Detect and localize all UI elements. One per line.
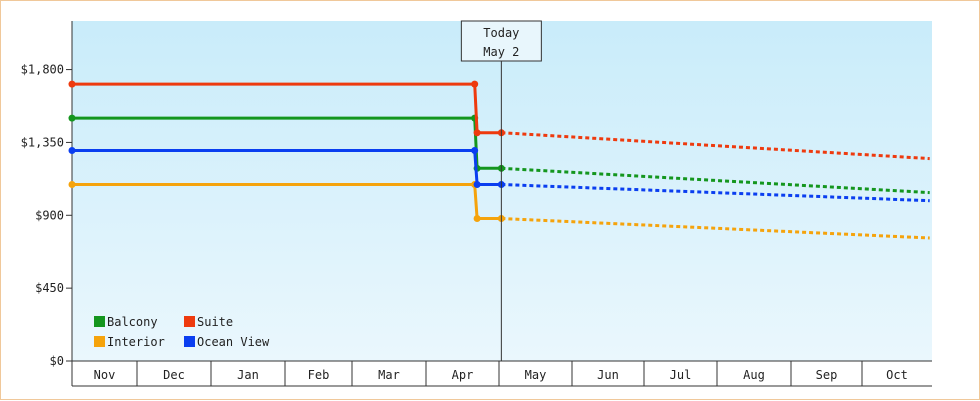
legend-label-balcony: Balcony [107, 315, 158, 329]
legend-label-ocean-view: Ocean View [197, 335, 270, 349]
y-tick-label: $1,350 [21, 135, 64, 149]
x-tick-label: Nov [94, 368, 116, 382]
today-marker: Today May 2 [460, 20, 542, 361]
series-ocean-view [68, 147, 930, 203]
x-tick-label: Jul [670, 368, 692, 382]
y-axis: $0 $450 $900 $1,350 $1,800 [21, 21, 73, 386]
x-tick-label: Dec [163, 368, 185, 382]
historical-line [72, 149, 502, 186]
projected-line [501, 217, 930, 240]
x-tick-label: Jan [237, 368, 259, 382]
data-point [471, 147, 479, 155]
x-tick-label: Sep [816, 368, 838, 382]
historical-line [72, 183, 502, 220]
x-tick-label: Apr [452, 368, 474, 382]
data-point [473, 181, 481, 189]
projected-line [501, 183, 930, 203]
legend-label-suite: Suite [197, 315, 233, 329]
data-point [68, 147, 76, 155]
data-point [68, 80, 76, 88]
today-box [460, 20, 542, 62]
y-tick-label: $450 [35, 281, 64, 295]
data-point [473, 215, 481, 223]
legend-swatch-suite [184, 316, 195, 327]
x-tick-label: Mar [378, 368, 400, 382]
x-tick-label: Oct [886, 368, 908, 382]
series-interior [68, 181, 930, 240]
projected-line [501, 166, 930, 195]
projected-line [501, 131, 930, 161]
x-axis: Nov Dec Jan Feb Mar Apr May Jun Jul Aug Sep Oct [72, 360, 932, 387]
x-tick-label: Feb [308, 368, 330, 382]
data-point [68, 114, 76, 122]
y-tick-label: $900 [35, 208, 64, 222]
x-tick-label: Aug [743, 368, 765, 382]
y-tick-label: $1,800 [21, 63, 64, 77]
data-point [473, 129, 481, 137]
x-tick-label: Jun [597, 368, 619, 382]
legend: Balcony Suite Interior Ocean View [94, 315, 270, 349]
x-tick-label: May [525, 368, 547, 382]
legend-swatch-balcony [94, 316, 105, 327]
y-tick-label: $0 [50, 354, 64, 368]
legend-label-interior: Interior [107, 335, 165, 349]
series-layer [68, 80, 930, 240]
historical-line [72, 82, 502, 135]
plot-area [72, 21, 932, 361]
today-label: Today [483, 26, 519, 40]
legend-swatch-interior [94, 336, 105, 347]
today-date: May 2 [483, 45, 519, 59]
data-point [68, 181, 76, 189]
legend-swatch-ocean-view [184, 336, 195, 347]
series-suite [68, 80, 930, 161]
data-point [471, 80, 479, 88]
historical-line [72, 116, 502, 170]
